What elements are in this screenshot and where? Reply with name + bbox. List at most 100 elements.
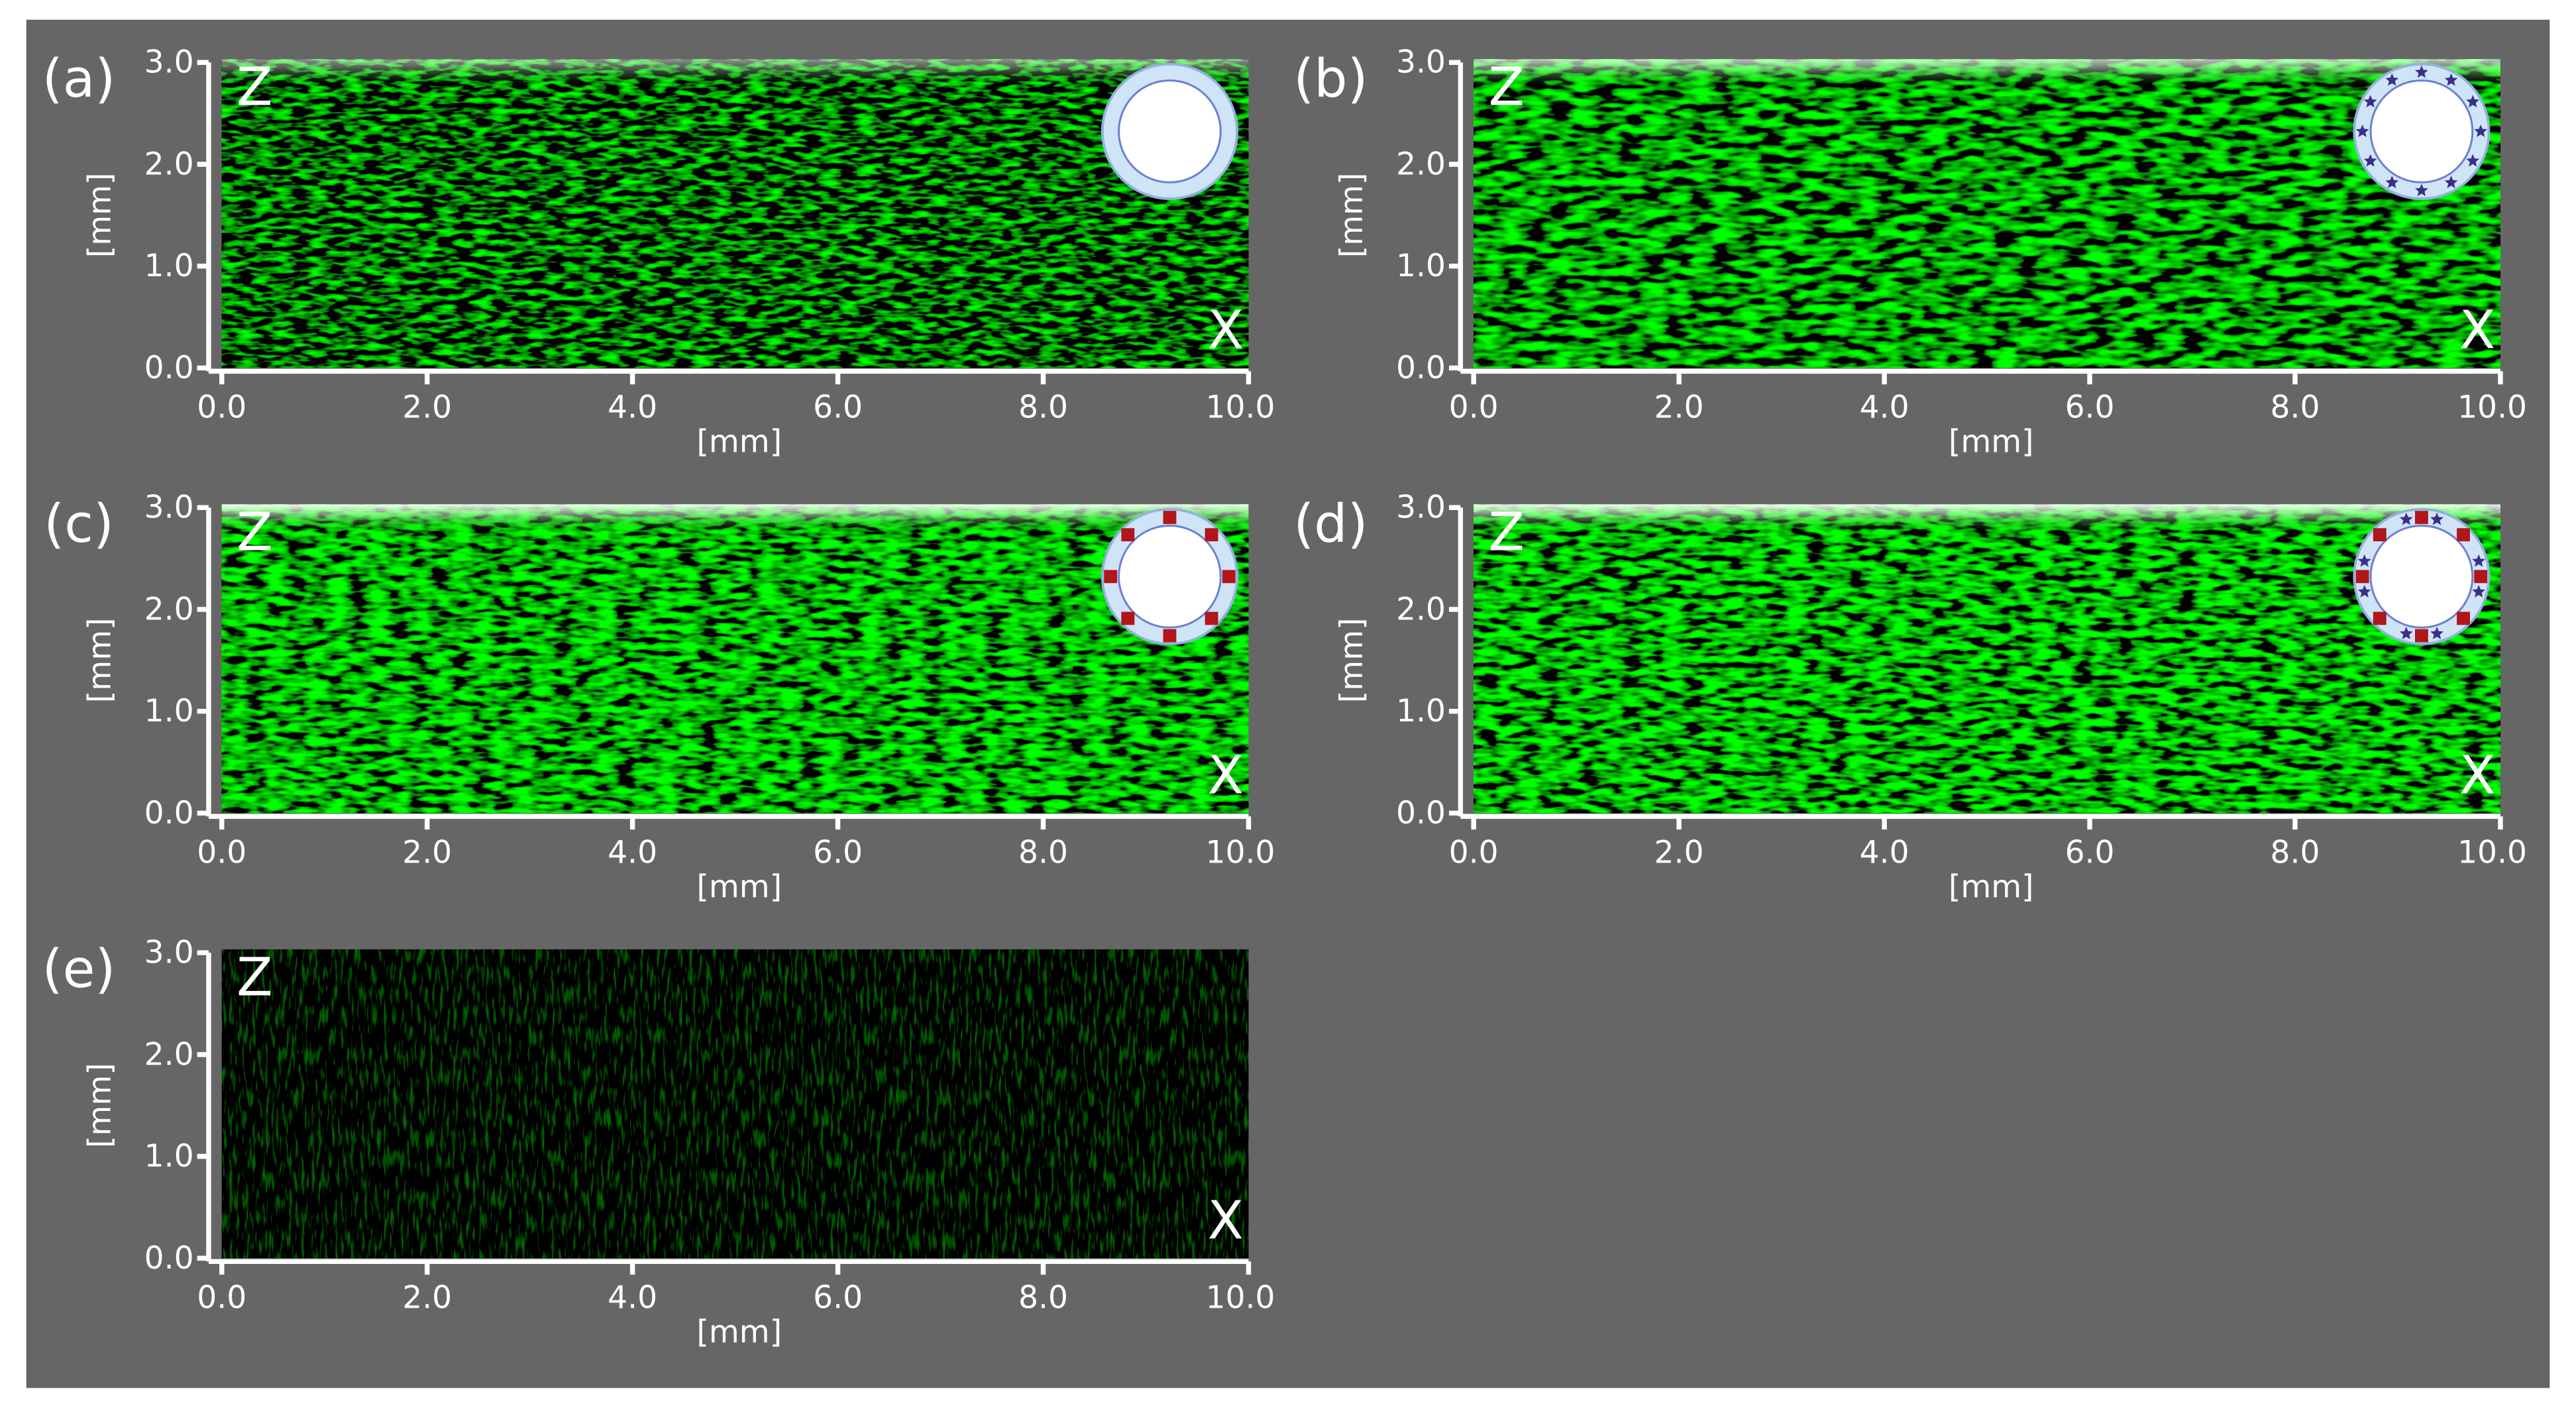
panel-label: (a) [42,48,116,109]
x-tick-label: 2.0 [402,834,452,870]
x-tick-label: 10.0 [2457,834,2527,870]
x-axis-label: [mm] [1949,868,2034,905]
y-tick-label: 2.0 [1396,146,1446,182]
axis-annotation: X [1208,1189,1244,1251]
star-marker [2472,554,2486,567]
x-tick-label: 4.0 [1860,834,1909,870]
ultrasound-image [221,504,1249,813]
axis-annotation: Z [1489,56,1525,117]
y-tick-label: 1.0 [144,693,194,729]
star-marker [2472,585,2486,598]
x-tick-label: 6.0 [813,834,863,870]
ultrasound-image [221,59,1249,368]
x-tick-label: 2.0 [402,389,452,425]
y-tick-label: 2.0 [144,1036,194,1072]
square-marker [2373,611,2387,625]
surface-echo [1474,59,2500,85]
sample-icon-inner [2369,79,2474,183]
star-marker [2355,124,2369,137]
star-marker [2357,554,2371,567]
y-tick-label: 1.0 [1396,693,1446,729]
x-tick-label: 10.0 [1206,834,1275,870]
y-axis-label: [mm] [82,173,119,258]
square-marker [1121,528,1135,542]
square-marker [2373,528,2387,542]
ultrasound-image [1474,504,2500,813]
panel: 0.0 1.0 2.0 3.0 0.0 2.0 4.0 6.0 8.0 10.0 [mm] [mm] (… [44,490,1275,906]
x-tick-label: 2.0 [402,1279,452,1316]
x-tick-label: 0.0 [1449,389,1499,425]
surface-echo [1474,504,2500,531]
x-tick-label: 8.0 [2271,834,2320,870]
y-tick-label: 3.0 [1396,44,1446,81]
x-tick-label: 6.0 [813,389,863,425]
x-tick-label: 2.0 [1654,389,1704,425]
x-tick-label: 4.0 [1860,389,1909,425]
y-tick-label: 3.0 [1396,490,1446,526]
x-tick-label: 6.0 [2065,834,2115,870]
y-tick-label: 0.0 [1396,795,1446,831]
y-tick-label: 0.0 [144,1240,194,1277]
x-tick-label: 10.0 [1206,1279,1275,1316]
square-marker [1104,570,1118,584]
y-tick-label: 3.0 [144,490,194,526]
axis-annotation: Z [237,56,272,117]
x-tick-label: 0.0 [197,834,246,870]
surface-echo [221,59,1249,85]
square-marker [1205,528,1218,542]
y-axis-label: [mm] [82,1063,119,1149]
square-marker [1163,511,1177,525]
x-tick-label: 8.0 [1018,834,1068,870]
panel-label: (e) [42,938,116,1000]
y-tick-label: 3.0 [144,44,194,81]
y-tick-label: 0.0 [1396,350,1446,386]
star-marker [2399,627,2413,639]
star-marker [2415,183,2428,197]
star-marker [2430,627,2443,639]
star-marker [2399,512,2413,525]
axis-annotation: X [1208,744,1244,806]
star-marker [2415,65,2428,78]
star-marker [2385,176,2399,189]
star-marker [2466,95,2480,108]
y-tick-label: 2.0 [1396,591,1446,627]
star-marker [2357,585,2371,598]
x-axis-label: [mm] [697,1314,782,1350]
star-marker [2363,154,2377,167]
star-marker [2385,73,2399,86]
x-tick-label: 6.0 [2065,389,2115,425]
x-axis-label: [mm] [697,424,782,460]
y-tick-label: 1.0 [1396,248,1446,284]
y-tick-label: 2.0 [144,591,194,627]
x-tick-label: 0.0 [1449,834,1499,870]
x-tick-label: 6.0 [813,1279,863,1316]
panel-label: (d) [1293,493,1368,554]
ultrasound-image [221,949,1249,1259]
x-axis-label: [mm] [697,868,782,905]
y-tick-label: 0.0 [144,350,194,386]
y-tick-label: 0.0 [144,795,194,831]
axis-annotation: X [2459,744,2495,806]
axis-annotation: X [2459,299,2495,360]
star-marker [2444,176,2458,189]
square-marker [1205,611,1218,625]
y-axis-label: [mm] [1334,618,1370,704]
axis-annotation: Z [237,946,272,1008]
x-tick-label: 2.0 [1654,834,1704,870]
star-marker [2430,512,2443,525]
surface-echo [221,504,1249,531]
sample-icon-inner [1118,79,1222,183]
y-axis-label: [mm] [1334,173,1370,258]
square-marker [1163,629,1177,643]
square-marker [2355,570,2369,584]
star-marker [2444,73,2458,86]
sample-icon-inner [2369,524,2474,629]
panel-label: (b) [1293,48,1368,109]
square-marker [2457,528,2470,542]
star-marker [2363,95,2377,108]
x-tick-label: 10.0 [2457,389,2527,425]
square-marker [2415,629,2428,643]
y-tick-label: 1.0 [144,1138,194,1175]
x-tick-label: 0.0 [197,389,246,425]
